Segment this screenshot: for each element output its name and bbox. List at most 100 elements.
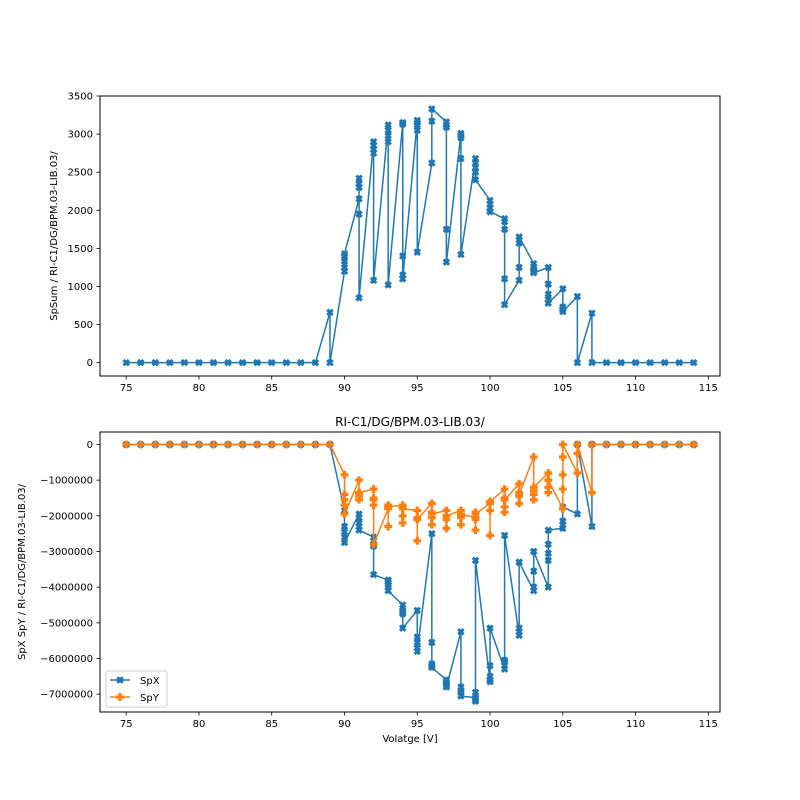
x-tick-label: 75 <box>120 719 133 730</box>
spy-point <box>558 470 567 479</box>
spsum-point <box>238 358 247 367</box>
spy-point <box>282 440 291 449</box>
spsum-point <box>631 358 640 367</box>
spsum-point <box>544 263 553 272</box>
spx-point <box>515 624 523 632</box>
y-tick-label: −2000000 <box>40 511 93 522</box>
spy-point <box>122 440 131 449</box>
spsum-point <box>559 307 567 316</box>
spsum-point <box>471 176 480 184</box>
x-tick-label: 110 <box>626 719 645 730</box>
spsum-point <box>369 149 378 157</box>
upper-axes-frame <box>99 95 721 377</box>
spsum-point <box>253 358 261 367</box>
spx-point <box>471 697 480 706</box>
spy-point <box>689 440 698 449</box>
spx-spy-series <box>122 440 698 706</box>
spsum-point <box>544 299 553 308</box>
y-tick-label: 500 <box>74 320 93 331</box>
spsum-series <box>122 105 698 367</box>
spsum-point <box>384 131 392 140</box>
spsum-point <box>398 120 407 128</box>
spsum-point <box>602 358 611 367</box>
spsum-point <box>224 358 232 367</box>
spy-point <box>486 506 494 515</box>
y-tick-label: 3000 <box>68 130 93 141</box>
spsum-point <box>384 281 392 289</box>
spx-point <box>486 672 494 681</box>
spx-point <box>544 540 553 549</box>
spsum-point <box>355 210 363 218</box>
spx-point <box>529 583 538 591</box>
legend-spx-marker <box>116 676 124 684</box>
y-tick-label: −5000000 <box>40 618 93 629</box>
spsum-point <box>398 275 407 283</box>
spy-point <box>646 440 655 449</box>
spx-point <box>529 547 538 556</box>
spx-series-group <box>122 440 698 706</box>
spy-point <box>558 485 567 493</box>
lower-chart-title: RI-C1/DG/BPM.03-LIB.03/ <box>335 415 486 429</box>
spy-point <box>675 440 684 449</box>
spsum-point <box>209 358 218 367</box>
spx-point <box>573 510 582 518</box>
x-tick-label: 110 <box>626 383 645 394</box>
spx-point <box>457 627 465 636</box>
spy-point <box>369 485 378 493</box>
legend-entry-spy: SpY <box>110 693 160 704</box>
spsum-point <box>675 358 684 367</box>
legend-spx-marker-icon <box>116 676 124 684</box>
x-tick-label: 100 <box>481 719 500 730</box>
spy-point <box>529 495 538 504</box>
spy-point <box>427 499 436 508</box>
spy-point <box>209 440 218 449</box>
spx-point <box>515 558 523 566</box>
spy-point <box>558 440 567 449</box>
spsum-point <box>442 258 451 266</box>
spsum-point <box>442 225 451 234</box>
spx-point <box>428 638 436 647</box>
lower-y-axis-label: SpX SpY / RI-C1/DG/BPM.03-LIB.03/ <box>17 483 28 660</box>
spy-point <box>573 440 582 449</box>
spy-point <box>486 497 494 506</box>
y-tick-label: −7000000 <box>40 690 93 701</box>
legend-spy-label: SpY <box>140 693 160 704</box>
spy-point <box>442 524 451 533</box>
spy-point <box>558 453 567 461</box>
x-tick-label: 95 <box>411 383 424 394</box>
spy-point <box>355 488 363 497</box>
spy-point <box>340 470 349 479</box>
spsum-point <box>282 358 291 367</box>
spy-point <box>427 520 436 529</box>
spy-point <box>413 515 422 524</box>
spsum-point <box>355 195 363 203</box>
spy-point <box>355 495 363 504</box>
spy-point <box>529 483 538 492</box>
spy-point <box>398 504 407 513</box>
spsum-point <box>267 358 276 367</box>
spx-point <box>544 549 553 558</box>
legend-spy-marker-icon <box>116 693 124 701</box>
y-tick-label: 2500 <box>68 168 93 179</box>
spsum-point <box>500 225 509 234</box>
spsum-point <box>442 123 451 132</box>
spx-point <box>500 656 509 665</box>
spy-point <box>457 520 465 529</box>
spsum-point <box>166 358 174 367</box>
upper-y-ticks: 0 500 1000 1500 2000 2500 3000 3500 <box>68 92 100 369</box>
spy-point <box>500 495 509 504</box>
spy-point <box>617 440 625 449</box>
spy-point <box>471 526 480 534</box>
spx-point <box>340 538 349 547</box>
spx-point <box>486 624 494 632</box>
spy-point <box>631 440 640 449</box>
spsum-point <box>355 183 363 192</box>
spsum-point <box>355 294 363 302</box>
spy-point <box>398 511 407 520</box>
legend-entry-spx: SpX <box>110 676 160 687</box>
spy-point <box>340 510 349 518</box>
spy-point <box>340 501 349 510</box>
lower-x-axis-label: Volatge [V] <box>382 734 437 745</box>
spsum-point <box>660 358 669 367</box>
